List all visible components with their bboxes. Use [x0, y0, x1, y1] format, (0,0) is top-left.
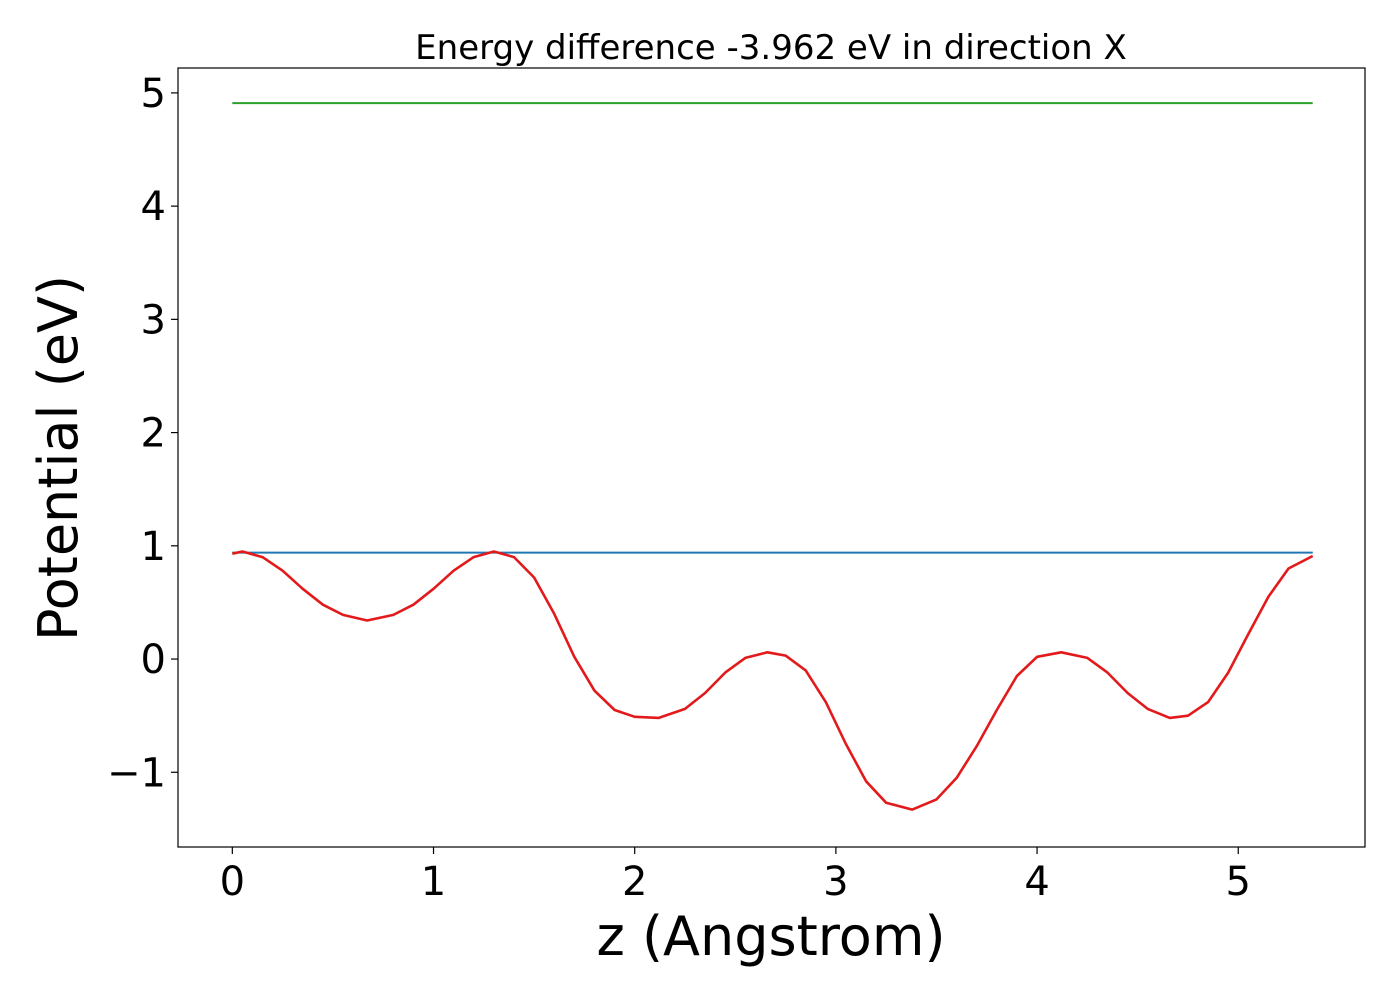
x-axis-ticks: 0 1 2 3 4 5	[220, 847, 1251, 905]
y-tick-label: 4	[141, 184, 166, 230]
x-tick-label: 5	[1226, 859, 1251, 905]
y-tick-label: 0	[141, 637, 166, 683]
x-tick-label: 2	[622, 859, 647, 905]
y-tick-label: −1	[107, 750, 166, 796]
x-tick-label: 1	[421, 859, 446, 905]
x-axis-label: z (Angstrom)	[596, 905, 945, 968]
y-axis-label: Potential (eV)	[27, 275, 90, 641]
axes-frame	[177, 67, 1366, 848]
x-tick-label: 4	[1024, 859, 1049, 905]
x-tick-label: 3	[823, 859, 848, 905]
x-tick-label: 0	[220, 859, 245, 905]
y-tick-label: 2	[141, 411, 166, 457]
plot-area	[232, 102, 1314, 811]
series-line-3	[232, 550, 1314, 811]
y-tick-label: 5	[141, 71, 166, 117]
y-tick-label: 1	[141, 524, 166, 570]
chart-title: Energy difference -3.962 eV in direction…	[415, 28, 1127, 68]
y-axis-ticks: −1 0 1 2 3 4 5	[107, 71, 178, 796]
y-tick-label: 3	[141, 297, 166, 343]
